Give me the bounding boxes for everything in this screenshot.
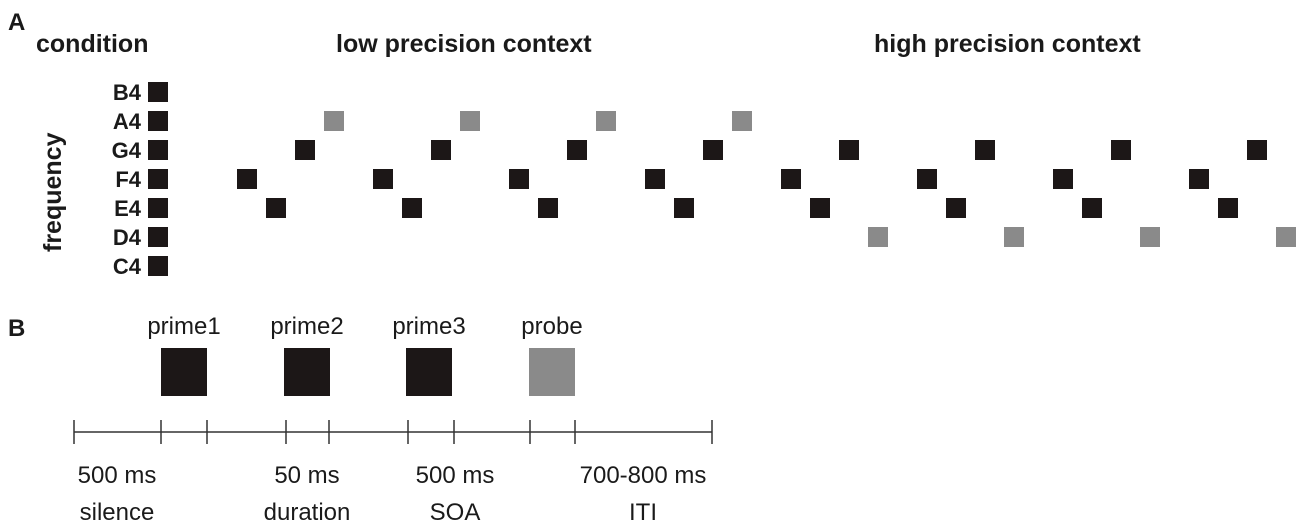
interval-value-2: 50 ms (274, 462, 339, 489)
panel-a-label: A (8, 9, 25, 36)
prime-tone-trial7-3 (1111, 140, 1131, 160)
prime-tone-trial5-1 (781, 169, 801, 189)
frequency-label-e4: E4 (114, 196, 142, 221)
prime-tone-trial3-2 (538, 198, 558, 218)
stimulus-label-prime2: prime2 (270, 313, 343, 340)
prime-tone-trial7-2 (1082, 198, 1102, 218)
stimulus-label-prime3: prime3 (392, 313, 465, 340)
timeline-ticks (73, 420, 713, 444)
frequency-label-g4: G4 (112, 138, 142, 163)
panel-b-label: B (8, 315, 25, 342)
probe-tone-trial1-4 (324, 111, 344, 131)
probe-tone-trial5-4 (868, 227, 888, 247)
frequency-label-f4: F4 (115, 167, 141, 192)
interval-name-soa: SOA (430, 499, 481, 526)
prime-tone-trial5-3 (839, 140, 859, 160)
frequency-axis-label: frequency (39, 132, 67, 252)
prime-tone-trial2-2 (402, 198, 422, 218)
prime-tone-trial2-1 (373, 169, 393, 189)
stimulus-block-prime3 (406, 348, 452, 396)
frequency-label-a4: A4 (113, 109, 142, 134)
trial-stimuli: prime1 prime2 prime3 probe (147, 313, 583, 396)
prime-tone-trial1-3 (295, 140, 315, 160)
condition-marker-a4 (148, 111, 168, 131)
condition-marker-g4 (148, 140, 168, 160)
probe-tone-trial6-4 (1004, 227, 1024, 247)
stimulus-block-prime2 (284, 348, 330, 396)
probe-tone-trial3-4 (596, 111, 616, 131)
condition-label: condition (36, 30, 148, 58)
prime-tone-trial3-3 (567, 140, 587, 160)
high-precision-context-label: high precision context (874, 30, 1141, 58)
interval-labels: 500 ms silence 50 ms duration 500 ms SOA 700-8… (78, 462, 707, 526)
stimulus-block-probe (529, 348, 575, 396)
interval-value-3: 500 ms (416, 462, 495, 489)
prime-tone-trial8-2 (1218, 198, 1238, 218)
prime-tone-trial2-3 (431, 140, 451, 160)
probe-tone-trial2-4 (460, 111, 480, 131)
stimulus-label-probe: probe (521, 313, 582, 340)
condition-marker-b4 (148, 82, 168, 102)
condition-marker-d4 (148, 227, 168, 247)
frequency-label-b4: B4 (113, 80, 142, 105)
prime-tone-trial6-3 (975, 140, 995, 160)
prime-tone-trial5-2 (810, 198, 830, 218)
prime-tone-trial8-3 (1247, 140, 1267, 160)
low-precision-context-label: low precision context (336, 30, 592, 58)
prime-tone-trial4-3 (703, 140, 723, 160)
probe-tone-trial8-4 (1276, 227, 1296, 247)
prime-tone-trial6-2 (946, 198, 966, 218)
prime-tone-trial6-1 (917, 169, 937, 189)
interval-value-1: 500 ms (78, 462, 157, 489)
timeline (73, 420, 713, 444)
prime-tone-trial1-1 (237, 169, 257, 189)
interval-name-silence: silence (80, 499, 155, 526)
interval-name-iti: ITI (629, 499, 657, 526)
prime-tone-trial7-1 (1053, 169, 1073, 189)
condition-marker-f4 (148, 169, 168, 189)
prime-tone-trial1-2 (266, 198, 286, 218)
interval-name-duration: duration (264, 499, 351, 526)
probe-tone-trial4-4 (732, 111, 752, 131)
frequency-label-d4: D4 (113, 225, 142, 250)
trial-sequence (237, 111, 1296, 247)
frequency-rows: B4 A4 G4 F4 E4 D4 C4 (112, 80, 168, 279)
frequency-label-c4: C4 (113, 254, 142, 279)
condition-marker-c4 (148, 256, 168, 276)
prime-tone-trial4-2 (674, 198, 694, 218)
prime-tone-trial4-1 (645, 169, 665, 189)
stimulus-label-prime1: prime1 (147, 313, 220, 340)
prime-tone-trial3-1 (509, 169, 529, 189)
interval-value-4: 700-800 ms (580, 462, 707, 489)
stimulus-block-prime1 (161, 348, 207, 396)
condition-marker-e4 (148, 198, 168, 218)
prime-tone-trial8-1 (1189, 169, 1209, 189)
probe-tone-trial7-4 (1140, 227, 1160, 247)
